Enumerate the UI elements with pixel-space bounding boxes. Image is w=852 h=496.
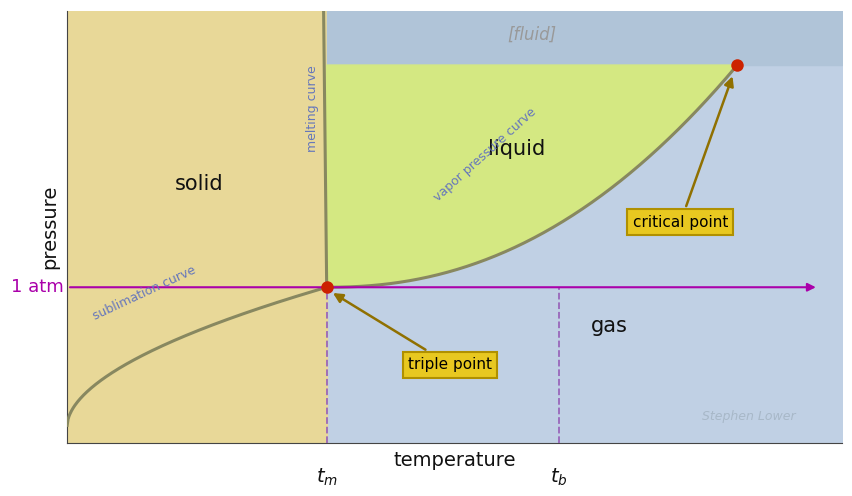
X-axis label: temperature: temperature xyxy=(393,451,515,470)
Text: melting curve: melting curve xyxy=(306,65,319,152)
Polygon shape xyxy=(326,65,736,287)
Text: $t_m$: $t_m$ xyxy=(315,466,337,488)
Text: Stephen Lower: Stephen Lower xyxy=(701,410,795,423)
Text: $t_b$: $t_b$ xyxy=(550,466,567,488)
Text: sublimation curve: sublimation curve xyxy=(91,263,198,322)
Text: vapor pressure curve: vapor pressure curve xyxy=(431,105,538,204)
Text: triple point: triple point xyxy=(335,295,492,372)
Text: 1 atm: 1 atm xyxy=(10,278,63,296)
Text: [fluid]: [fluid] xyxy=(507,26,556,44)
Text: critical point: critical point xyxy=(632,79,732,230)
Text: liquid: liquid xyxy=(487,139,544,159)
Text: solid: solid xyxy=(175,174,223,194)
Y-axis label: pressure: pressure xyxy=(40,185,59,269)
Text: gas: gas xyxy=(590,316,627,336)
